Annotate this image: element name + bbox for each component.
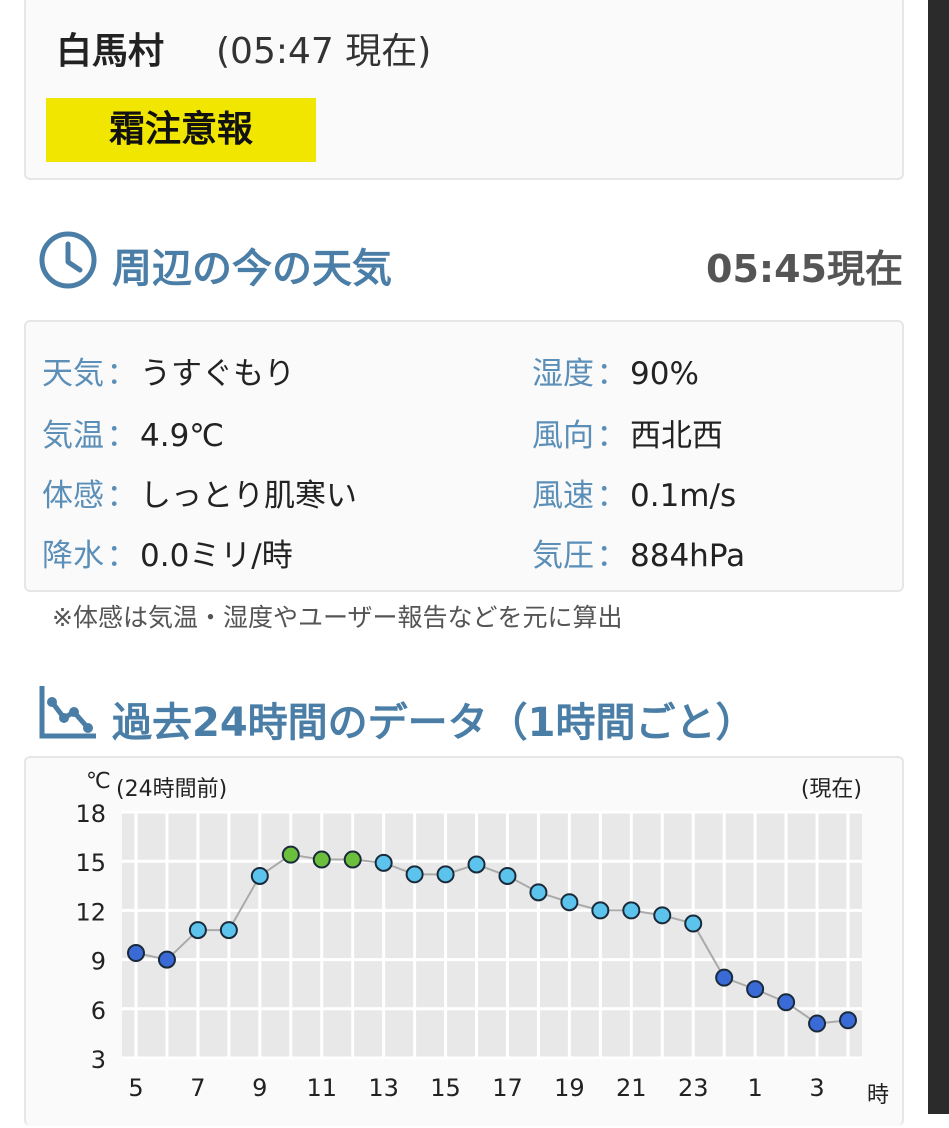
x-tick-label: 15 bbox=[430, 1074, 461, 1102]
data-point bbox=[157, 950, 176, 969]
pressure-value: 884hPa bbox=[630, 538, 746, 574]
weather-label: 天気 bbox=[42, 356, 104, 392]
data-point bbox=[560, 893, 579, 912]
start-note: (24時間前) bbox=[116, 777, 227, 802]
x-tick-label: 3 bbox=[809, 1074, 824, 1102]
wind-speed-value: 0.1m/s bbox=[630, 478, 737, 514]
x-tick-label: 19 bbox=[554, 1074, 585, 1102]
x-axis-unit: 時 bbox=[867, 1083, 889, 1108]
plot-background bbox=[122, 812, 862, 1058]
temperature-row: 気温：4.9℃ bbox=[42, 410, 224, 455]
data-point bbox=[715, 968, 734, 987]
separator: ： bbox=[596, 538, 628, 574]
frost-warning-badge[interactable]: 霜注意報 bbox=[46, 98, 316, 162]
y-axis-unit: ℃ bbox=[86, 769, 111, 794]
wind-speed-label: 風速 bbox=[532, 478, 594, 514]
observation-time: (05:47 現在) bbox=[216, 31, 432, 72]
x-tick-label: 13 bbox=[368, 1074, 399, 1102]
data-point bbox=[777, 993, 796, 1012]
x-tick-label: 11 bbox=[306, 1074, 337, 1102]
x-tick-label: 17 bbox=[492, 1074, 523, 1102]
feels-like-value: しっとり肌寒い bbox=[140, 478, 357, 514]
past-24h-title: 過去24時間のデータ（1時間ごと） bbox=[112, 700, 756, 746]
precipitation-row: 降水：0.0ミリ/時 bbox=[42, 530, 293, 575]
x-tick-label: 7 bbox=[190, 1074, 205, 1102]
wind-direction-row: 風向：西北西 bbox=[532, 410, 723, 455]
data-point bbox=[839, 1011, 857, 1030]
x-tick-label: 5 bbox=[128, 1074, 143, 1102]
data-point bbox=[808, 1014, 827, 1033]
data-point bbox=[250, 866, 269, 885]
location-card: 白馬村 (05:47 現在) 霜注意報 bbox=[24, 0, 904, 180]
humidity-value: 90% bbox=[630, 356, 699, 392]
line-chart-icon bbox=[39, 686, 96, 739]
separator: ： bbox=[596, 356, 628, 392]
y-tick-label: 12 bbox=[75, 898, 106, 926]
data-point bbox=[746, 980, 765, 999]
separator: ： bbox=[106, 538, 138, 574]
x-tick-label: 9 bbox=[252, 1074, 267, 1102]
data-point bbox=[591, 901, 610, 920]
y-tick-label: 6 bbox=[91, 997, 106, 1025]
data-point bbox=[219, 921, 238, 940]
data-point bbox=[467, 855, 486, 874]
data-point bbox=[653, 906, 672, 925]
x-tick-label: 21 bbox=[616, 1074, 647, 1102]
precipitation-value: 0.0ミリ/時 bbox=[140, 538, 293, 574]
side-panel-edge bbox=[928, 0, 949, 1114]
y-tick-label: 18 bbox=[75, 800, 106, 828]
weather-value: うすぐもり bbox=[140, 356, 295, 392]
wind-direction-value: 西北西 bbox=[630, 418, 723, 454]
feels-like-footnote: ※体感は気温・湿度やユーザー報告などを元に算出 bbox=[52, 603, 623, 632]
feels-like-label: 体感 bbox=[42, 478, 104, 514]
data-point bbox=[343, 850, 362, 869]
end-note: (現在) bbox=[801, 777, 862, 802]
data-point bbox=[498, 866, 517, 885]
y-tick-label: 3 bbox=[91, 1046, 106, 1074]
current-weather-time: 05:45現在 bbox=[706, 247, 903, 291]
weather-row: 天気：うすぐもり bbox=[42, 348, 295, 393]
humidity-label: 湿度 bbox=[532, 356, 594, 392]
separator: ： bbox=[106, 418, 138, 454]
clock-icon bbox=[39, 231, 97, 289]
precipitation-label: 降水 bbox=[42, 538, 104, 574]
feels-like-row: 体感：しっとり肌寒い bbox=[42, 470, 357, 515]
y-tick-label: 9 bbox=[91, 948, 106, 976]
data-point bbox=[281, 845, 300, 864]
temperature-value: 4.9℃ bbox=[140, 418, 225, 454]
separator: ： bbox=[596, 418, 628, 454]
data-point bbox=[436, 865, 455, 884]
wind-speed-row: 風速：0.1m/s bbox=[532, 470, 736, 515]
wind-direction-label: 風向 bbox=[532, 418, 594, 454]
temperature-label: 気温 bbox=[42, 418, 104, 454]
x-tick-label: 23 bbox=[678, 1074, 709, 1102]
pressure-label: 気圧 bbox=[532, 538, 594, 574]
current-weather-card: 天気：うすぐもり 気温：4.9℃ 体感：しっとり肌寒い 降水：0.0ミリ/時 湿… bbox=[24, 320, 904, 592]
data-point bbox=[127, 944, 145, 963]
separator: ： bbox=[596, 478, 628, 514]
data-point bbox=[374, 853, 393, 872]
y-tick-label: 15 bbox=[75, 849, 106, 877]
humidity-row: 湿度：90% bbox=[532, 348, 699, 393]
current-weather-title: 周辺の今の天気 bbox=[112, 246, 392, 292]
pressure-row: 気圧：884hPa bbox=[532, 530, 745, 575]
data-point bbox=[684, 914, 703, 933]
data-point bbox=[405, 865, 424, 884]
data-point bbox=[312, 850, 331, 869]
separator: ： bbox=[106, 356, 138, 392]
data-point bbox=[622, 901, 641, 920]
town-name: 白馬村 bbox=[56, 31, 165, 72]
separator: ： bbox=[106, 478, 138, 514]
data-point bbox=[188, 921, 207, 940]
temperature-chart-card: 18 15 12 9 6 3 5 7 9 11 13 15 17 19 21 23 1 3 時 ℃ (24時間前) (現在… bbox=[24, 756, 904, 1126]
x-tick-label: 1 bbox=[747, 1074, 762, 1102]
data-point bbox=[529, 883, 548, 902]
